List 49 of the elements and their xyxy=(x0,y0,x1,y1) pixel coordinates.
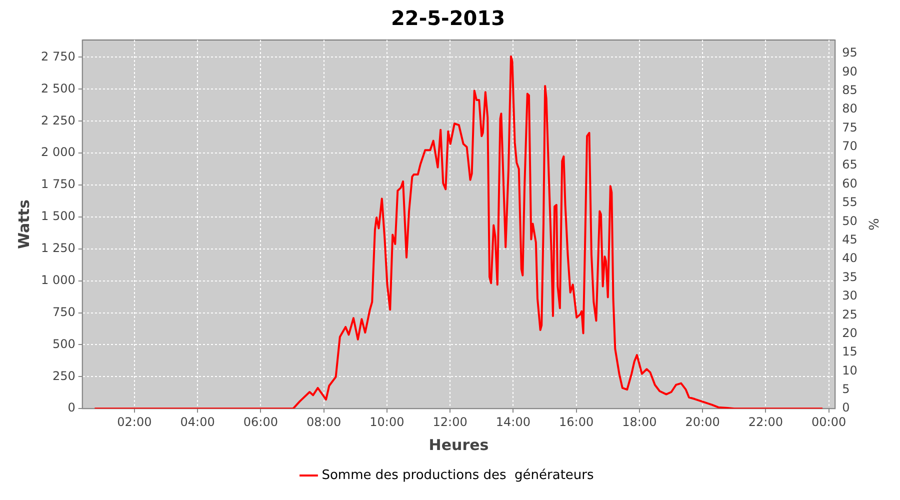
y-axis-title: Watts xyxy=(14,200,33,250)
y-tick-label: 500 xyxy=(52,336,76,351)
y-tick-label: 750 xyxy=(52,304,76,319)
y2-tick-label: 35 xyxy=(842,270,858,284)
y2-tick-label: 40 xyxy=(842,251,858,266)
y2-tick-label: 10 xyxy=(842,363,858,378)
x-tick-label: 20:00 xyxy=(685,414,720,429)
x-tick-label: 10:00 xyxy=(370,414,404,429)
y2-tick-label: 55 xyxy=(842,195,858,210)
y-tick-label: 1 250 xyxy=(40,241,76,256)
x-tick-label: 08:00 xyxy=(306,414,342,429)
y-tick-label: 250 xyxy=(52,368,76,383)
legend-label: Somme des productions des générateurs xyxy=(322,468,594,483)
y2-axis-title: % xyxy=(864,218,880,230)
y-tick-label: 0 xyxy=(68,400,76,415)
x-tick-label: 00:00 xyxy=(812,414,846,429)
y2-tick-label: 5 xyxy=(842,382,850,396)
y2-tick-label: 50 xyxy=(842,214,858,228)
x-tick-label: 02:00 xyxy=(117,414,152,429)
x-axis-title: Heures xyxy=(428,436,489,454)
y2-tick-label: 95 xyxy=(842,46,858,60)
x-tick-label: 06:00 xyxy=(243,414,278,429)
y2-tick-label: 25 xyxy=(842,307,858,322)
y-tick-label: 2 000 xyxy=(40,145,76,160)
y2-tick-label: 85 xyxy=(842,82,858,97)
y2-tick-label: 45 xyxy=(842,232,858,246)
y-tick-label: 2 500 xyxy=(40,81,76,96)
y2-tick-label: 80 xyxy=(842,102,858,116)
y2-tick-label: 60 xyxy=(842,176,858,190)
y2-tick-label: 70 xyxy=(842,139,858,154)
y2-tick-label: 90 xyxy=(842,64,858,78)
y2-tick-label: 65 xyxy=(842,158,858,172)
y2-tick-label: 20 xyxy=(842,326,858,340)
y-tick-label: 1 500 xyxy=(40,209,76,224)
y-tick-label: 2 250 xyxy=(40,113,76,128)
y2-tick-label: 15 xyxy=(842,344,858,359)
x-tick-label: 18:00 xyxy=(622,414,657,429)
y-tick-label: 1 750 xyxy=(40,177,76,192)
y2-tick-label: 75 xyxy=(842,120,858,134)
x-tick-label: 16:00 xyxy=(559,414,594,429)
chart-title: 22-5-2013 xyxy=(390,6,506,30)
x-tick-label: 04:00 xyxy=(180,414,215,429)
y-tick-label: 2 750 xyxy=(40,49,76,64)
x-tick-label: 14:00 xyxy=(496,414,530,429)
y2-tick-label: 0 xyxy=(842,400,850,415)
y2-tick-label: 30 xyxy=(842,288,858,303)
y-tick-label: 1 000 xyxy=(40,272,76,287)
x-tick-label: 22:00 xyxy=(748,414,783,429)
x-tick-label: 12:00 xyxy=(432,414,468,429)
